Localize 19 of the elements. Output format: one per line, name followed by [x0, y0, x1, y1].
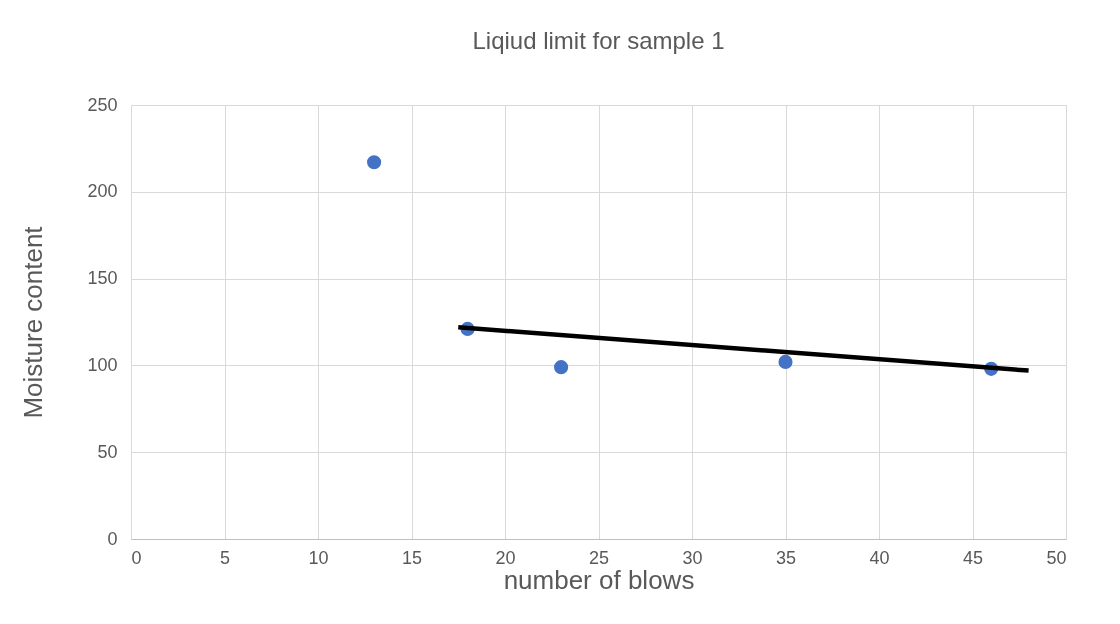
y-tick-label: 250 — [87, 94, 118, 115]
x-tick-label: 5 — [219, 547, 231, 568]
y-tick-label: 200 — [87, 181, 118, 202]
point — [367, 155, 382, 170]
chart-title: Liqiud limit for sample 1 — [472, 27, 725, 54]
y-tick-label: 50 — [97, 441, 118, 462]
x-tick-label: 0 — [131, 547, 142, 568]
y-tick-label: 150 — [87, 268, 118, 289]
x-tick-label: 10 — [308, 547, 329, 568]
y-tick-label: 0 — [107, 528, 118, 549]
x-tick-label: 50 — [1046, 547, 1067, 568]
x-tick-label: 15 — [401, 547, 423, 568]
y-tick-label: 100 — [87, 354, 118, 375]
x-tick-label: 45 — [962, 547, 984, 568]
x-tick-label: 40 — [869, 547, 890, 568]
point — [778, 354, 793, 369]
x-tick-label: 35 — [775, 547, 797, 568]
y-axis-title: Moisture content — [18, 225, 49, 419]
point — [554, 360, 569, 375]
